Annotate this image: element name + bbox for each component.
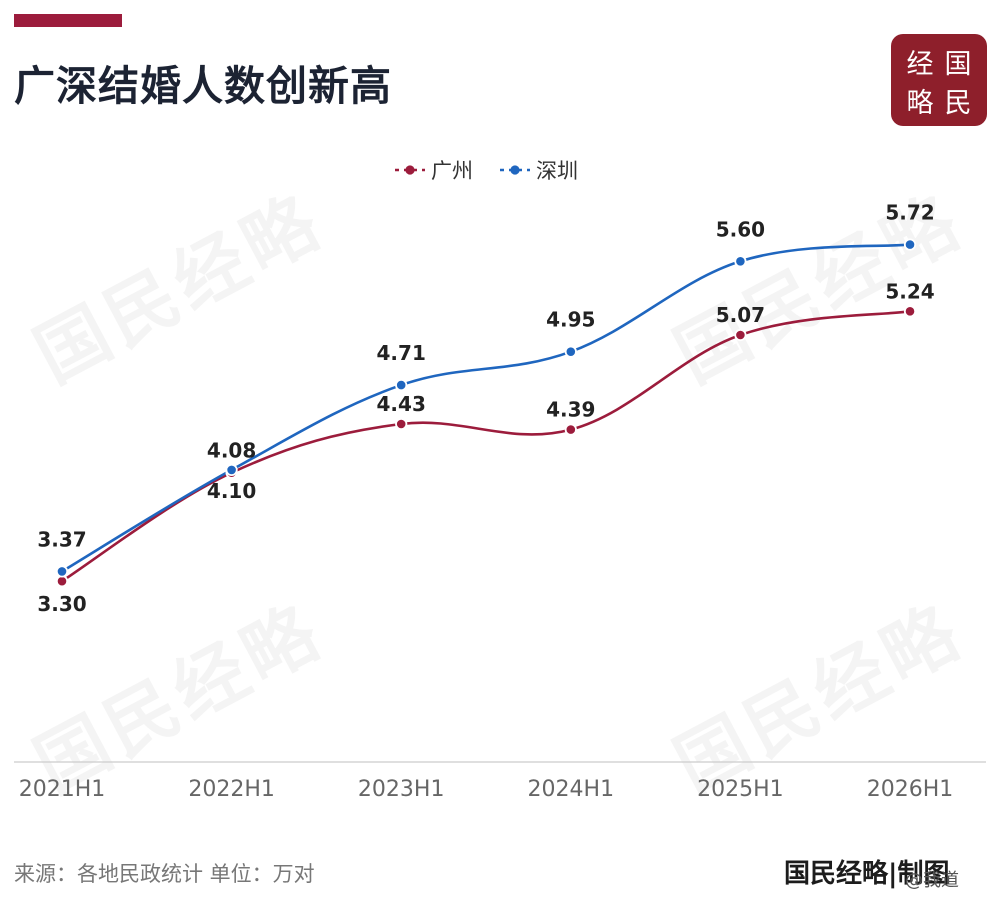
logo-char: 经 <box>906 49 934 80</box>
data-point <box>55 565 69 578</box>
data-label: 5.60 <box>716 217 765 241</box>
data-label: 4.39 <box>546 398 595 422</box>
data-point <box>395 417 408 431</box>
data-label: 3.30 <box>37 592 86 616</box>
data-point <box>225 463 238 477</box>
data-point <box>734 255 747 268</box>
data-label: 4.95 <box>546 308 595 332</box>
data-label: 5.24 <box>885 279 934 303</box>
x-tick-label: 2021H1 <box>19 777 106 802</box>
page-title: 广深结婚人数创新高 <box>14 62 392 110</box>
data-point <box>564 423 577 436</box>
brand-logo: 经 国 略 民 <box>891 34 987 126</box>
data-point <box>903 305 917 318</box>
x-tick-label: 2025H1 <box>697 777 784 802</box>
data-point <box>903 238 917 251</box>
data-point <box>395 378 408 392</box>
credit-text: 国民经略|制图 <box>784 859 950 889</box>
source-note: 来源：各地民政统计 单位：万对 <box>14 862 315 886</box>
data-label: 4.10 <box>207 479 256 503</box>
weibo-handle: @我道 <box>905 870 959 891</box>
data-label: 5.07 <box>716 303 765 327</box>
series-line-shenzhen <box>61 243 911 573</box>
data-point <box>734 328 747 342</box>
x-tick-label: 2023H1 <box>358 777 445 802</box>
logo-char: 略 <box>906 88 934 119</box>
legend-label: 深圳 <box>536 159 578 183</box>
data-label: 4.08 <box>207 439 256 463</box>
x-tick-label: 2022H1 <box>188 777 275 802</box>
logo-char: 民 <box>944 88 972 119</box>
x-tick-label: 2026H1 <box>867 777 954 802</box>
legend-swatch-dot <box>405 165 415 175</box>
data-label: 4.43 <box>377 392 426 416</box>
data-label: 3.37 <box>37 527 86 551</box>
data-point <box>564 345 577 358</box>
legend-label: 广州 <box>431 159 473 183</box>
logo-char: 国 <box>944 49 972 80</box>
data-label: 5.72 <box>885 201 934 225</box>
data-label: 4.71 <box>377 341 426 365</box>
series-line-guangzhou <box>61 310 911 583</box>
x-tick-label: 2024H1 <box>528 777 615 802</box>
legend-swatch-dot <box>510 165 520 175</box>
title-accent-bar <box>14 14 122 27</box>
